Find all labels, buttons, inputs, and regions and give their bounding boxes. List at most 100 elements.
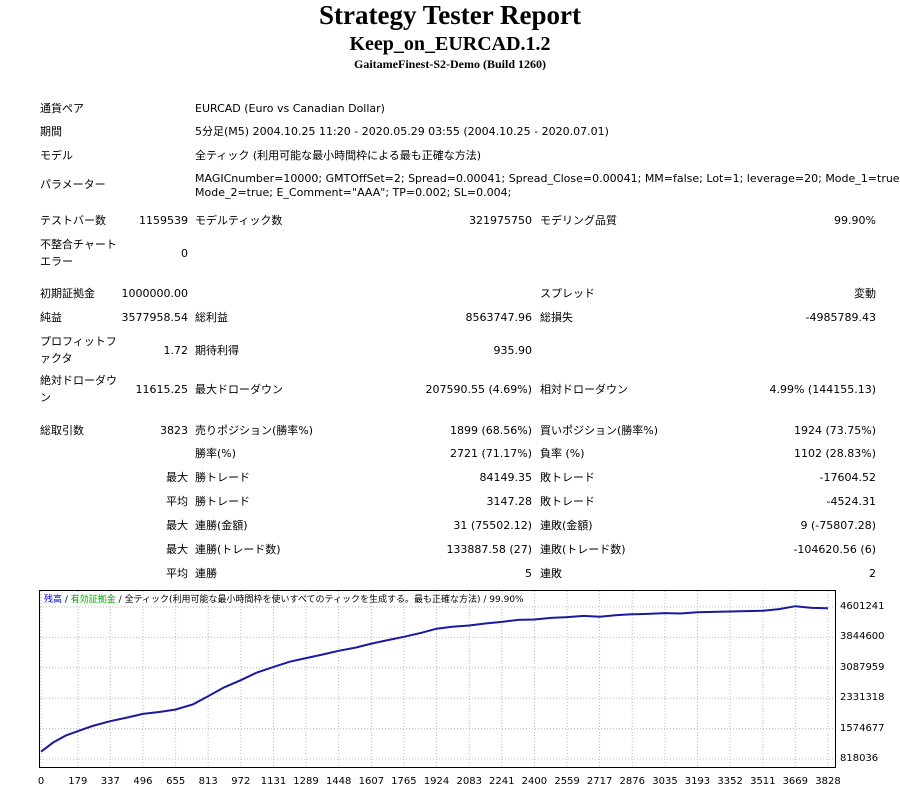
abs-drawdown-label-line-1: 絶対ドローダウ (40, 374, 117, 387)
params-line-1: MAGICnumber=10000; GMTOffSet=2; Spread=0… (195, 172, 900, 185)
x-tick-label: 3669 (782, 776, 809, 787)
avg-consec-losses-value: 2 (869, 567, 876, 580)
abs-drawdown-label-line-2: ン (40, 391, 51, 404)
quality-value: 99.90% (834, 214, 876, 227)
quality-label: モデリング品質 (540, 214, 617, 227)
balance-chart-svg (40, 591, 835, 767)
average-prefix: 平均 (166, 495, 188, 508)
max-consec-amt-prefix: 最大 (166, 519, 188, 532)
profit-factor-value: 1.72 (163, 344, 189, 357)
report-title: Strategy Tester Report (319, 0, 581, 30)
x-tick-label: 2083 (456, 776, 482, 787)
bars-value: 1159539 (139, 214, 188, 227)
win-rate-label: 勝率(%) (195, 447, 237, 460)
y-tick-label: 1574677 (840, 722, 885, 734)
x-tick-label: 2876 (619, 776, 645, 787)
rel-drawdown-value: 4.99% (144155.13) (769, 383, 876, 396)
long-positions-value: 1924 (73.75%) (793, 424, 876, 437)
abs-drawdown-value: 11615.25 (135, 383, 189, 396)
long-positions-label: 買いポジション(勝率%) (540, 424, 659, 437)
rel-drawdown-label: 相対ドローダウン (540, 383, 628, 396)
x-tick-label: 2559 (554, 776, 580, 787)
x-tick-label: 3511 (750, 776, 776, 787)
x-tick-label: 1924 (423, 776, 450, 787)
x-tick-label: 1289 (293, 776, 319, 787)
chart-legend: 残高 / 有効証拠金 / 全ティック(利用可能な最小時間枠を使いすべてのティック… (44, 592, 524, 605)
period-value: 5分足(M5) 2004.10.25 11:20 - 2020.05.29 03… (195, 125, 609, 138)
x-tick-label: 1607 (358, 776, 385, 787)
avg-consec-losses-label: 連敗 (540, 567, 562, 580)
gross-loss-value: -4985789.43 (805, 311, 876, 324)
x-tick-label: 1765 (391, 776, 417, 787)
consec-wins-cnt-value: 133887.58 (27) (446, 543, 532, 556)
symbol-value: EURCAD (Euro vs Canadian Dollar) (195, 102, 385, 115)
largest-win-value: 84149.35 (479, 471, 533, 484)
avg-consec-wins-value: 5 (525, 567, 532, 580)
balance-chart (39, 590, 836, 768)
total-trades-value: 3823 (160, 424, 188, 437)
avg-loss-value: -4524.31 (826, 495, 876, 508)
x-tick-label: 3352 (717, 776, 743, 787)
largest-loss-value: -17604.52 (819, 471, 876, 484)
ticks-value: 321975750 (469, 214, 532, 227)
model-label: モデル (40, 149, 73, 162)
x-tick-label: 2241 (488, 776, 515, 787)
x-tick-label: 3193 (684, 776, 711, 787)
y-tick-label: 4601241 (840, 601, 885, 612)
deposit-label: 初期証拠金 (40, 287, 95, 300)
avg-consec-prefix: 平均 (166, 567, 188, 580)
expected-payoff-value: 935.90 (493, 344, 533, 357)
consec-wins-amt-value: 31 (75502.12) (453, 519, 532, 532)
balance-line (40, 605, 829, 753)
bars-label: テストバー数 (40, 214, 106, 227)
y-tick-label: 3844600 (840, 631, 885, 643)
mismatch-label-line-2: エラー (40, 255, 73, 268)
model-value: 全ティック (利用可能な最小時間枠による最も正確な方法) (195, 149, 482, 162)
server-name: GaitameFinest-S2-Demo (Build 1260) (354, 57, 546, 71)
avg-win-value: 3147.28 (486, 495, 533, 508)
x-tick-label: 972 (231, 776, 251, 787)
expected-payoff-label: 期待利得 (195, 344, 239, 357)
consec-losses-amt-value: 9 (-75807.28) (800, 519, 876, 532)
consec-wins-cnt-label: 連勝(トレード数) (195, 543, 281, 556)
max-consec-cnt-prefix: 最大 (166, 543, 188, 556)
params-line-2: Mode_2=true; E_Comment="AAA"; TP=0.002; … (195, 186, 512, 199)
consec-losses-amt-label: 連敗(金額) (540, 519, 593, 532)
gross-profit-value: 8563747.96 (465, 311, 532, 324)
loss-rate-value: 1102 (28.83%) (793, 447, 876, 460)
x-tick-label: 813 (198, 776, 218, 787)
consec-losses-cnt-value: -104620.56 (6) (793, 543, 876, 556)
x-tick-label: 2400 (521, 776, 548, 787)
consec-losses-cnt-label: 連敗(トレード数) (540, 543, 626, 556)
loss-rate-label: 負率 (%) (540, 447, 585, 460)
symbol-label: 通貨ペア (40, 102, 84, 115)
period-label: 期間 (40, 125, 62, 138)
x-tick-label: 179 (68, 776, 88, 787)
legend-balance: 残高 (44, 595, 63, 605)
x-tick-label: 2717 (586, 776, 613, 787)
legend-quality: / 99.90% (480, 595, 524, 605)
largest-loss-label: 敗トレード (540, 471, 595, 484)
x-tick-label: 496 (133, 776, 153, 787)
legend-sep-2: / (115, 595, 125, 605)
short-positions-value: 1899 (68.56%) (449, 424, 532, 437)
spread-value: 変動 (854, 287, 876, 300)
deposit-value: 1000000.00 (121, 287, 188, 300)
max-drawdown-value: 207590.55 (4.69%) (425, 383, 532, 396)
x-tick-label: 1448 (325, 776, 352, 787)
x-tick-label: 0 (37, 776, 45, 787)
total-trades-label: 総取引数 (40, 424, 84, 437)
x-tick-label: 3035 (652, 776, 678, 787)
y-tick-label: 818036 (840, 753, 879, 764)
x-tick-label: 1131 (260, 776, 287, 787)
mismatch-label-line-1: 不整合チャート (40, 238, 117, 251)
x-tick-label: 3828 (815, 776, 841, 787)
legend-equity: 有効証拠金 (70, 595, 116, 605)
profit-factor-label-line-2: ァクタ (40, 352, 73, 365)
max-drawdown-label: 最大ドローダウン (195, 383, 283, 396)
y-tick-label: 3087959 (840, 661, 885, 673)
legend-sep-1: / (62, 595, 71, 605)
avg-consec-wins-label: 連勝 (195, 567, 217, 580)
largest-win-label: 勝トレード (195, 471, 250, 484)
net-profit-value: 3577958.54 (121, 311, 188, 324)
